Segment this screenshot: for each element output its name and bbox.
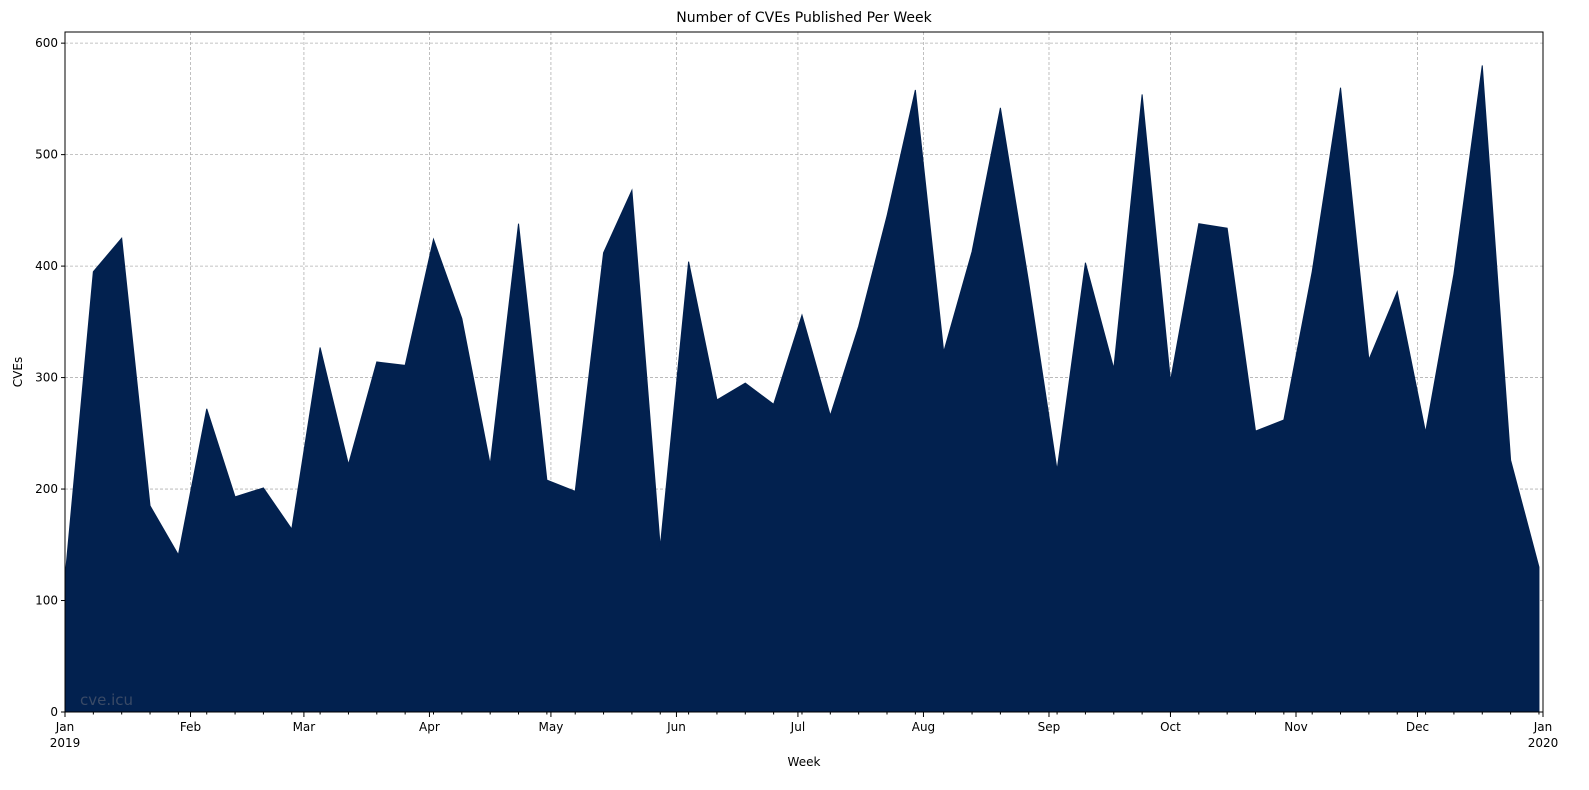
x-tick-label: Aug (912, 720, 935, 734)
y-axis-label: CVEs (11, 357, 25, 387)
y-tick-label: 500 (35, 148, 58, 162)
y-tick-label: 200 (35, 482, 58, 496)
y-tick-label: 100 (35, 594, 58, 608)
x-tick-label: Dec (1406, 720, 1429, 734)
plot-frame (64, 31, 1544, 713)
x-tick-year-label: 2020 (1528, 736, 1559, 750)
cves-area-series (64, 65, 1540, 713)
x-tick-year-label: 2019 (50, 736, 81, 750)
x-tick-label: May (539, 720, 564, 734)
x-tick-label: Jan (1533, 720, 1553, 734)
x-tick-label: Mar (293, 720, 316, 734)
x-tick-label: Jun (666, 720, 686, 734)
y-tick-label: 600 (35, 36, 58, 50)
chart-title: Number of CVEs Published Per Week (676, 10, 932, 26)
x-axis-ticks: Jan 2019 Feb Mar Apr May Jun Jul Aug Sep Oct Nov Dec… (50, 712, 1559, 750)
y-axis-ticks: 0 100 200 300 400 500 600 (35, 36, 65, 719)
x-tick-label: Oct (1160, 720, 1181, 734)
y-tick-label: 0 (50, 705, 58, 719)
x-tick-label: Sep (1038, 720, 1061, 734)
y-tick-label: 300 (35, 371, 58, 385)
x-tick-label: Feb (180, 720, 201, 734)
watermark: cve.icu (80, 691, 133, 709)
y-tick-label: 400 (35, 259, 58, 273)
x-tick-label: Jul (790, 720, 805, 734)
x-tick-label: Nov (1284, 720, 1307, 734)
x-tick-label: Jan (55, 720, 75, 734)
x-tick-label: Apr (419, 720, 440, 734)
x-axis-label: Week (788, 755, 821, 769)
